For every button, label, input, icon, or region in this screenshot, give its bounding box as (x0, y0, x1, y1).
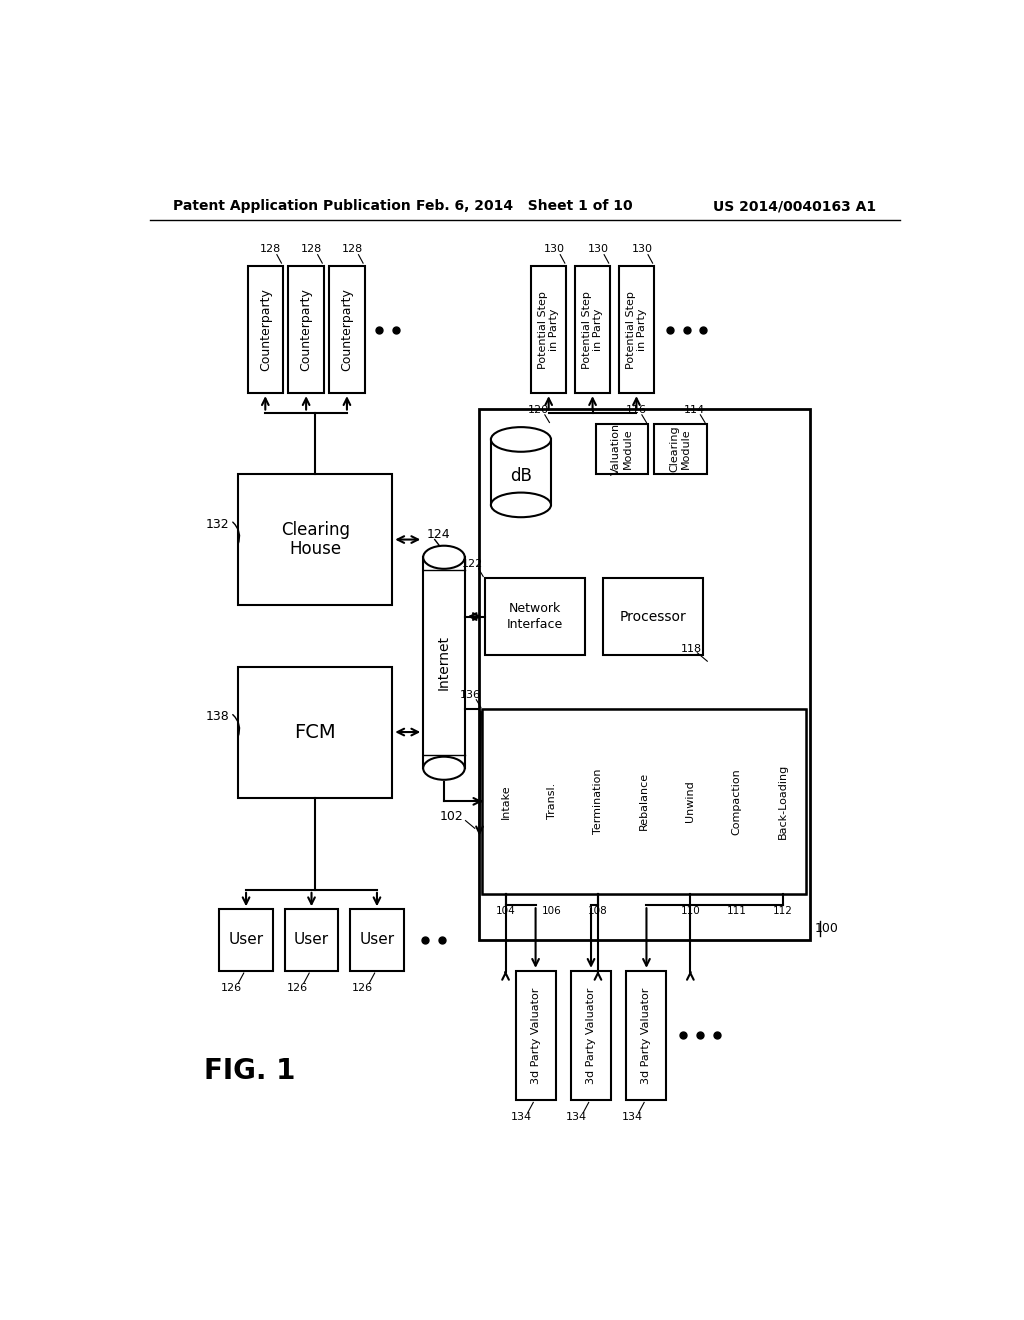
Text: 134: 134 (511, 1111, 531, 1122)
Bar (484, 578, 585, 655)
Text: Transl.: Transl. (547, 783, 557, 820)
Text: User: User (294, 932, 329, 948)
Bar (654, 424, 707, 474)
Text: 126: 126 (287, 982, 307, 993)
Text: Intake: Intake (501, 784, 511, 818)
Text: dB: dB (510, 467, 531, 484)
Text: Potential Step
in Party: Potential Step in Party (626, 290, 647, 368)
Text: 124: 124 (427, 528, 451, 541)
Text: Rebalance: Rebalance (639, 772, 649, 830)
Text: 130: 130 (588, 244, 608, 255)
Text: Clearing
Module: Clearing Module (670, 426, 691, 473)
Text: 118: 118 (681, 644, 701, 653)
Text: 112: 112 (773, 906, 793, 916)
Bar (479, 409, 810, 940)
Bar (482, 709, 806, 894)
Text: Unwind: Unwind (685, 780, 695, 822)
Text: Internet: Internet (437, 635, 451, 690)
Text: 3d Party Valuator: 3d Party Valuator (586, 987, 596, 1084)
Bar (239, 474, 392, 605)
Text: 116: 116 (626, 405, 646, 416)
Bar (571, 970, 611, 1100)
Text: Valuation
Module: Valuation Module (611, 422, 633, 475)
Bar (515, 970, 556, 1100)
Text: Back-Loading: Back-Loading (778, 764, 787, 840)
Ellipse shape (490, 492, 551, 517)
Bar (714, 709, 760, 894)
Text: Counterparty: Counterparty (340, 288, 353, 371)
Text: Counterparty: Counterparty (259, 288, 271, 371)
Text: 138: 138 (206, 710, 229, 723)
Text: Clearing: Clearing (281, 521, 350, 540)
Text: 126: 126 (221, 982, 243, 993)
Text: 100: 100 (814, 921, 839, 935)
Bar (574, 709, 621, 894)
Text: 106: 106 (542, 906, 561, 916)
Text: Potential Step
in Party: Potential Step in Party (538, 290, 559, 368)
Text: FIG. 1: FIG. 1 (204, 1057, 295, 1085)
Text: 128: 128 (301, 244, 323, 255)
Bar (289, 267, 324, 393)
Text: 110: 110 (681, 906, 700, 916)
Text: 128: 128 (342, 244, 364, 255)
Text: 111: 111 (727, 906, 746, 916)
Text: 120: 120 (528, 405, 550, 416)
Bar (482, 709, 528, 894)
Bar (528, 709, 574, 894)
Bar (627, 970, 667, 1100)
Bar (596, 424, 648, 474)
Bar (574, 267, 610, 393)
Text: 130: 130 (632, 244, 652, 255)
Text: 134: 134 (566, 1111, 587, 1122)
Text: Termination: Termination (593, 768, 603, 834)
Text: 128: 128 (260, 244, 282, 255)
Text: 136: 136 (460, 690, 481, 700)
Text: Processor: Processor (620, 610, 687, 623)
Text: US 2014/0040163 A1: US 2014/0040163 A1 (713, 199, 876, 213)
Text: 126: 126 (352, 982, 373, 993)
Bar (239, 667, 392, 797)
Bar (621, 709, 668, 894)
Text: 132: 132 (206, 517, 229, 531)
Text: 134: 134 (622, 1111, 643, 1122)
Text: Counterparty: Counterparty (300, 288, 312, 371)
Bar (285, 909, 339, 970)
Text: House: House (290, 540, 341, 558)
Text: Feb. 6, 2014   Sheet 1 of 10: Feb. 6, 2014 Sheet 1 of 10 (417, 199, 633, 213)
Text: Potential Step
in Party: Potential Step in Party (582, 290, 603, 368)
Text: User: User (359, 932, 394, 948)
Bar (330, 267, 365, 393)
Text: 102: 102 (439, 810, 463, 824)
Bar (423, 557, 465, 768)
Text: Network: Network (509, 602, 561, 615)
Ellipse shape (490, 428, 551, 451)
Bar (219, 909, 273, 970)
Bar (531, 267, 566, 393)
Ellipse shape (423, 545, 465, 569)
Bar (350, 909, 403, 970)
Text: 3d Party Valuator: 3d Party Valuator (641, 987, 651, 1084)
Text: Patent Application Publication: Patent Application Publication (173, 199, 411, 213)
Bar (248, 267, 283, 393)
Text: User: User (228, 932, 263, 948)
Text: 114: 114 (684, 405, 705, 416)
Text: 3d Party Valuator: 3d Party Valuator (530, 987, 541, 1084)
Text: 122: 122 (462, 560, 483, 569)
Bar (603, 578, 703, 655)
Bar (668, 709, 714, 894)
Text: FCM: FCM (295, 722, 336, 742)
Bar (618, 267, 654, 393)
Text: 108: 108 (588, 906, 608, 916)
Text: Interface: Interface (507, 618, 563, 631)
Bar (760, 709, 806, 894)
Text: 130: 130 (544, 244, 565, 255)
Ellipse shape (423, 756, 465, 780)
Bar (490, 440, 551, 506)
Text: Compaction: Compaction (731, 768, 741, 834)
Text: 104: 104 (496, 906, 515, 916)
